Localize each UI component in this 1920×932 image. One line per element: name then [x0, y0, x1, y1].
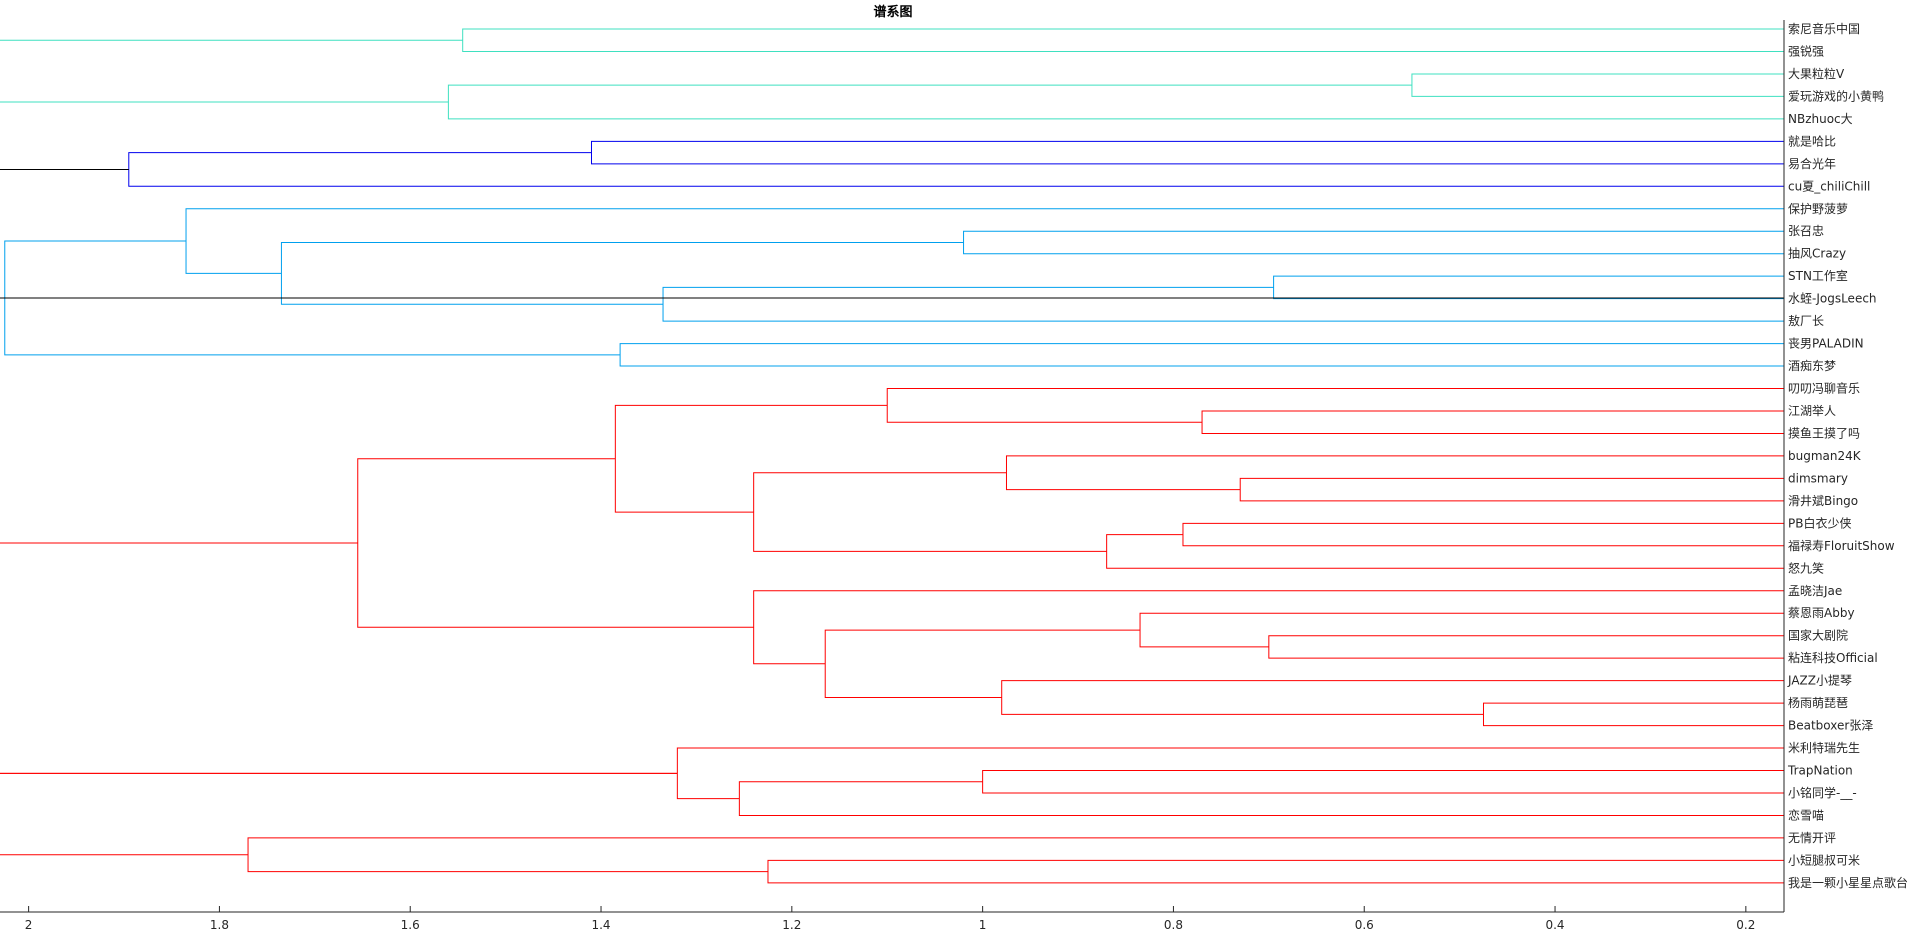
dendrogram-link	[767, 859, 1784, 884]
dendrogram-link	[1182, 522, 1784, 547]
dendrogram-link	[185, 208, 1784, 274]
x-tick-label: 0.4	[1545, 918, 1564, 932]
dendrogram-link	[247, 837, 1784, 873]
dendrogram-link	[0, 168, 1784, 299]
dendrogram-link	[0, 39, 463, 103]
dendrogram-link	[1482, 702, 1784, 727]
leaf-label: 易合光年	[1788, 156, 1836, 171]
dendrogram-link	[1273, 275, 1784, 300]
dendrogram-link	[1139, 612, 1784, 648]
dendrogram-links	[0, 28, 1784, 884]
leaf-label: 我是一颗小星星点歌台	[1788, 875, 1908, 890]
dendrogram-link	[462, 28, 1784, 52]
dendrogram-link	[662, 286, 1784, 322]
x-tick-label: 2	[25, 918, 33, 932]
chart-title: 谱系图	[873, 4, 912, 20]
leaf-label: TrapNation	[1787, 764, 1853, 778]
dendrogram-link	[1001, 680, 1784, 715]
dendrogram-link	[357, 458, 754, 628]
dendrogram-link	[0, 772, 678, 856]
dendrogram-link	[280, 241, 964, 305]
leaf-label: 小短腿叔可米	[1788, 853, 1860, 867]
leaf-label: 国家大剧院	[1788, 628, 1848, 643]
leaf-label: STN工作室	[1788, 268, 1848, 283]
leaf-label: 摸鱼王摸了吗	[1788, 426, 1860, 440]
leaf-label: 小铭同学-__-	[1788, 785, 1857, 800]
x-tick-label: 0.2	[1736, 918, 1755, 932]
dendrogram-link	[1268, 635, 1784, 659]
leaf-label: JAZZ小提琴	[1787, 673, 1852, 688]
leaf-label: 怒九笑	[1788, 560, 1824, 575]
dendrogram-link	[676, 747, 1784, 800]
leaf-label: cu夏_chiliChill	[1788, 179, 1870, 193]
dendrogram-link	[1411, 73, 1784, 97]
dendrogram-link	[447, 84, 1784, 120]
dendrogram-link	[619, 343, 1784, 367]
leaf-label: PB白衣少侠	[1788, 515, 1851, 530]
leaf-label: NBzhuoc大	[1788, 112, 1853, 126]
dendrogram-link	[824, 629, 1141, 698]
dendrogram-link	[753, 472, 1107, 552]
dendrogram-link	[738, 781, 1784, 816]
dendrogram-link	[0, 542, 678, 774]
x-tick-label: 1.8	[210, 918, 229, 932]
leaf-label: 大果粒粒V	[1788, 66, 1845, 81]
x-tick-label: 0.8	[1164, 918, 1183, 932]
leaf-label: 粘连科技Official	[1788, 650, 1878, 665]
leaf-label: dimsmary	[1788, 471, 1848, 485]
leaf-label: 强锐强	[1788, 44, 1824, 58]
leaf-label: 丧男PALADIN	[1788, 337, 1864, 351]
leaf-label: 酒痴东梦	[1788, 358, 1836, 373]
dendrogram-link	[590, 140, 1784, 165]
leaf-label: 张召忠	[1788, 224, 1824, 238]
dendrogram-link	[963, 230, 1784, 255]
dendrogram-link	[886, 388, 1784, 423]
leaf-label: 叨叨冯聊音乐	[1788, 381, 1860, 396]
leaf-label: 无情开评	[1788, 831, 1836, 845]
dendrogram-link	[1239, 477, 1784, 502]
x-tick-label: 1.2	[782, 918, 801, 932]
leaf-label: 保护野菠萝	[1788, 202, 1848, 216]
leaf-label: 福禄寿FloruitShow	[1788, 538, 1895, 553]
x-tick-label: 1	[979, 918, 987, 932]
leaf-label: 恋雪喵	[1788, 807, 1824, 822]
leaf-label: 江湖举人	[1788, 403, 1836, 418]
dendrogram-link	[1106, 534, 1784, 569]
dendrogram-link	[128, 152, 1784, 187]
leaf-label: 米利特瑞先生	[1788, 740, 1860, 755]
leaf-label: 爱玩游戏的小黄鸭	[1788, 88, 1884, 103]
x-tick-label: 1.6	[401, 918, 420, 932]
leaf-label: 杨雨萌琵琶	[1788, 695, 1848, 710]
x-tick-label: 1.4	[591, 918, 610, 932]
leaf-label: Beatboxer张泽	[1788, 719, 1873, 733]
leaf-label: bugman24K	[1788, 449, 1862, 463]
leaf-label: 就是哈比	[1788, 134, 1836, 148]
leaf-label: 蔡恩雨Abby	[1788, 606, 1855, 620]
leaf-label: 抽风Crazy	[1788, 247, 1846, 261]
dendrogram-link	[1201, 410, 1784, 434]
x-tick-label: 0.6	[1355, 918, 1374, 932]
x-axis: 2 1.8 1.6 1.4 1.2 1 0.8 0.6 0.4 0.2	[0, 20, 1785, 932]
leaf-label: 索尼音乐中国	[1788, 21, 1860, 36]
dendrogram-link	[1005, 455, 1784, 491]
leaf-label: 敖厂长	[1788, 313, 1824, 328]
dendrogram-link	[982, 770, 1784, 794]
dendrogram-link	[614, 404, 888, 513]
leaf-label: 水蛭-JogsLeech	[1788, 291, 1877, 306]
leaf-label: 孟晓洁Jae	[1788, 584, 1842, 598]
leaf-label: 滑井斌Bingo	[1788, 494, 1858, 508]
